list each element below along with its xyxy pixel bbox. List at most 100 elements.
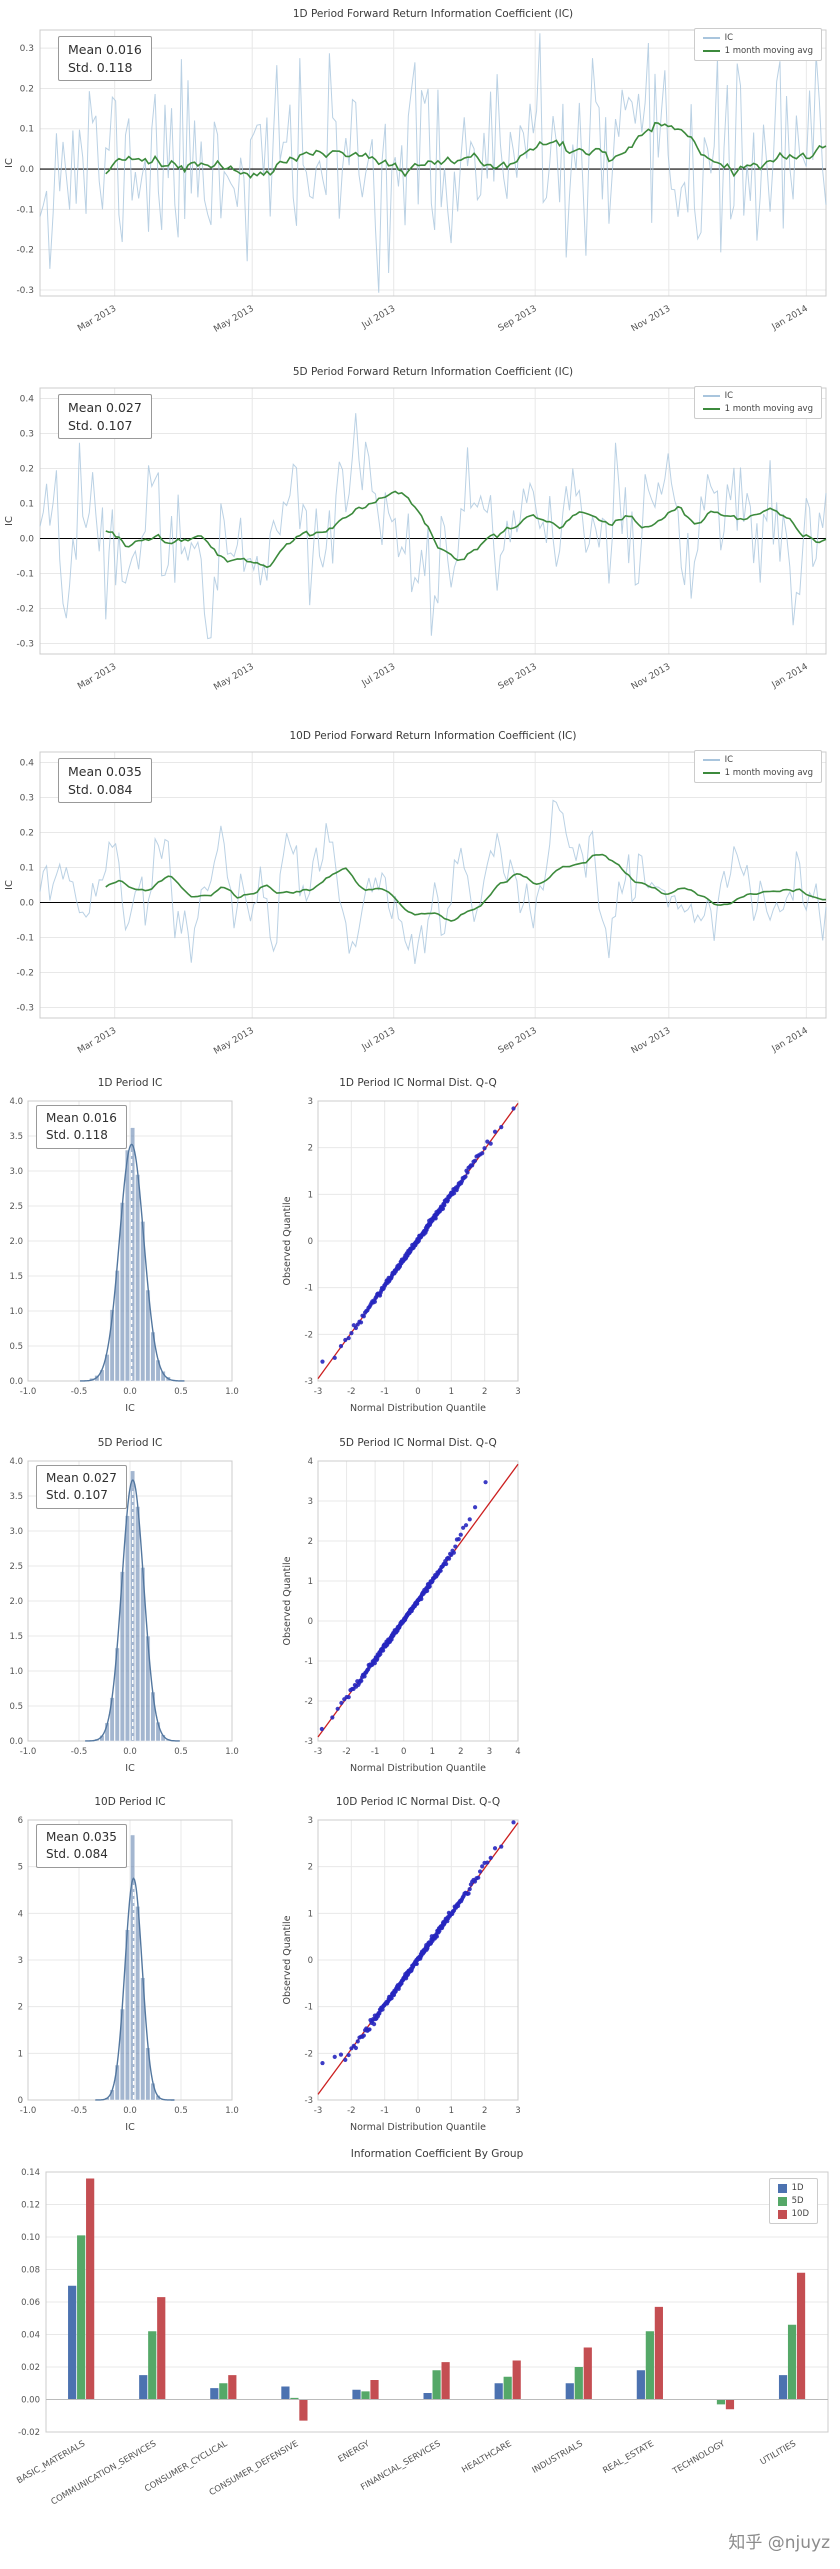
svg-text:4.0: 4.0 [9, 1457, 23, 1467]
svg-text:1.0: 1.0 [225, 1747, 239, 1757]
svg-text:0.3: 0.3 [20, 44, 34, 54]
svg-text:3: 3 [515, 2106, 520, 2116]
svg-text:0.00: 0.00 [21, 2396, 40, 2406]
mean-std-annotation: Mean 0.035 Std. 0.084 [36, 1824, 127, 1868]
svg-text:1.0: 1.0 [9, 1667, 23, 1677]
legend-item-moving-avg: 1 month moving avg [702, 768, 813, 778]
svg-text:0.1: 0.1 [20, 864, 34, 874]
svg-text:Jul 2013: Jul 2013 [360, 304, 398, 331]
chart-title: 5D Period Forward Return Information Coe… [292, 366, 574, 378]
svg-text:3.0: 3.0 [9, 1527, 23, 1537]
svg-text:1.0: 1.0 [225, 2106, 239, 2116]
svg-text:-1: -1 [305, 1657, 313, 1667]
ic-qq-10d: 10D Period IC Normal Dist. Q-Q -3 -2 -1 0 1 2… [278, 1796, 528, 2146]
ic-timeseries-10d-plot: -0.3 -0.2 -0.1 0.0 0.1 0.2 0.3 0.4 Mar 2013 May 2… [4, 751, 827, 1057]
svg-text:Jul 2013: Jul 2013 [360, 1026, 398, 1053]
mean-std-annotation: Mean 0.027 Std. 0.107 [36, 1465, 127, 1509]
chart-title: 1D Period IC [97, 1077, 163, 1089]
svg-text:-0.1: -0.1 [16, 570, 34, 580]
svg-text:2: 2 [18, 2003, 23, 2013]
moving-avg-line-swatch [702, 772, 720, 774]
mean-std-annotation: Mean 0.027 Std. 0.107 [58, 394, 152, 439]
svg-text:Sep 2013: Sep 2013 [497, 662, 539, 692]
svg-text:3: 3 [308, 1816, 313, 1826]
svg-text:3: 3 [18, 1956, 23, 1966]
svg-text:1.5: 1.5 [9, 1632, 23, 1642]
legend-label: 5D [791, 2196, 804, 2206]
moving-avg-line-swatch [702, 50, 720, 52]
svg-text:-0.5: -0.5 [71, 1747, 88, 1757]
svg-text:-2: -2 [305, 1697, 313, 1707]
svg-text:0.0: 0.0 [123, 1747, 137, 1757]
svg-text:-0.2: -0.2 [16, 605, 34, 615]
svg-text:IC: IC [4, 880, 15, 890]
svg-text:4: 4 [515, 1747, 520, 1757]
svg-text:INDUSTRIALS: INDUSTRIALS [531, 2439, 585, 2476]
svg-text:3.5: 3.5 [9, 1492, 23, 1502]
svg-text:-0.3: -0.3 [16, 286, 34, 296]
svg-text:0: 0 [308, 1956, 313, 1966]
svg-text:-3: -3 [305, 1377, 313, 1387]
svg-text:2.0: 2.0 [9, 1237, 23, 1247]
svg-text:May 2013: May 2013 [212, 1026, 255, 1057]
series-10d-swatch [777, 2209, 787, 2219]
svg-text:0.1: 0.1 [20, 500, 34, 510]
svg-text:-1: -1 [305, 2003, 313, 2013]
svg-text:-2: -2 [347, 2106, 355, 2116]
ic-timeseries-10d: 10D Period Forward Return Information Co… [0, 730, 840, 1082]
svg-text:-3: -3 [305, 2096, 313, 2106]
svg-text:ENERGY: ENERGY [337, 2439, 372, 2465]
svg-text:1.0: 1.0 [9, 1307, 23, 1317]
svg-text:-2: -2 [347, 1387, 355, 1397]
svg-text:0: 0 [308, 1237, 313, 1247]
svg-text:IC: IC [125, 2122, 135, 2133]
svg-text:0.2: 0.2 [20, 829, 34, 839]
svg-text:Mar 2013: Mar 2013 [76, 304, 118, 334]
svg-text:1: 1 [308, 1909, 313, 1919]
mean-value: Mean 0.016 [68, 42, 142, 57]
svg-text:1: 1 [449, 2106, 454, 2116]
svg-text:0.0: 0.0 [20, 899, 35, 909]
svg-text:IC: IC [4, 516, 15, 526]
std-value: Std. 0.084 [68, 781, 133, 797]
series-1d-swatch [777, 2183, 787, 2193]
legend-label: 10D [791, 2209, 809, 2219]
svg-text:2: 2 [308, 1537, 313, 1547]
svg-text:3.5: 3.5 [9, 1132, 23, 1142]
ic-qq-10d-plot: -3 -2 -1 0 1 2 3 -3 -2 -1 0 1 2 3 Normal Distribution … [282, 1816, 521, 2133]
ic-qq-5d-plot: -3 -2 -1 0 1 2 3 4 -3 -2 -1 0 1 2 3 4 Normal Distributio… [282, 1457, 521, 1774]
svg-text:HEALTHCARE: HEALTHCARE [460, 2439, 513, 2476]
std-value: Std. 0.107 [68, 417, 133, 433]
legend-item-ic: IC [702, 33, 813, 43]
svg-text:0.06: 0.06 [21, 2298, 40, 2308]
svg-text:Jan 2014: Jan 2014 [770, 1026, 810, 1055]
svg-text:2: 2 [308, 1863, 313, 1873]
svg-text:UTILITIES: UTILITIES [759, 2439, 798, 2467]
ic-histogram-1d: 1D Period IC -1.0 -0.5 0.0 0.5 1.0 0.0 0.5 1.0 1… [0, 1077, 260, 1427]
svg-text:0.14: 0.14 [21, 2168, 40, 2178]
legend-item-10d: 10D [777, 2209, 809, 2219]
mean-value: Mean 0.027 [46, 1471, 117, 1485]
legend-label: 1 month moving avg [724, 46, 813, 56]
svg-text:2: 2 [482, 2106, 487, 2116]
svg-text:0.10: 0.10 [21, 2233, 40, 2243]
svg-text:Normal Distribution Quantile: Normal Distribution Quantile [350, 2122, 486, 2133]
svg-text:0: 0 [18, 2096, 23, 2106]
svg-text:Jan 2014: Jan 2014 [770, 304, 810, 333]
svg-text:0.08: 0.08 [21, 2266, 40, 2276]
svg-text:2.5: 2.5 [9, 1202, 23, 1212]
svg-text:May 2013: May 2013 [212, 662, 255, 693]
svg-text:-0.1: -0.1 [16, 934, 34, 944]
svg-text:Jul 2013: Jul 2013 [360, 662, 398, 689]
ic-qq-1d-plot: -3 -2 -1 0 1 2 3 -3 -2 -1 0 1 2 3 Normal Distribution … [282, 1097, 521, 1414]
svg-text:Mar 2013: Mar 2013 [76, 1026, 118, 1056]
svg-text:Observed Quantile: Observed Quantile [282, 1196, 293, 1285]
svg-text:Observed Quantile: Observed Quantile [282, 1915, 293, 2004]
svg-text:-3: -3 [314, 1747, 322, 1757]
svg-text:2: 2 [482, 1387, 487, 1397]
legend-item-moving-avg: 1 month moving avg [702, 404, 813, 414]
series-5d-swatch [777, 2196, 787, 2206]
legend-item-ic: IC [702, 391, 813, 401]
svg-text:0.0: 0.0 [20, 165, 35, 175]
svg-text:0.0: 0.0 [9, 1737, 23, 1747]
